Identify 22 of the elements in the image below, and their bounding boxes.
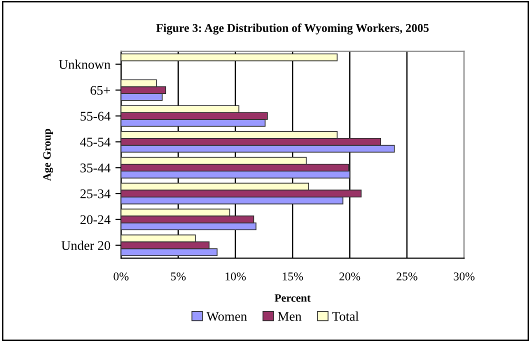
x-axis-title: Percent bbox=[274, 294, 311, 302]
x-tick-label: 15% bbox=[282, 272, 303, 280]
x-tick-label: 0% bbox=[114, 272, 129, 280]
x-tick-label: 10% bbox=[226, 272, 246, 280]
legend-label: Women bbox=[206, 312, 247, 321]
y-tick-label: 35-44 bbox=[80, 164, 110, 172]
y-tick-label: Under 20 bbox=[61, 240, 110, 250]
y-tick-label: Unknown bbox=[58, 60, 110, 69]
y-tick-label: 25-34 bbox=[80, 189, 110, 198]
y-tick-label: 65+ bbox=[90, 86, 110, 95]
x-tick-label: 30% bbox=[454, 272, 475, 280]
y-tick-label: 45-54 bbox=[80, 138, 110, 147]
y-tick-label: 55-64 bbox=[80, 112, 110, 121]
legend-label: Total bbox=[332, 312, 359, 321]
legend-label: Men bbox=[278, 312, 302, 321]
x-tick-label: 20% bbox=[339, 272, 360, 280]
x-tick-label: 5% bbox=[171, 272, 186, 280]
chart-title: Figure 3: Age Distribution of Wyoming Workers, 2005 bbox=[156, 24, 429, 34]
bar bbox=[121, 53, 338, 62]
y-axis-title: Age Group bbox=[43, 128, 54, 181]
y-tick-label: 20-24 bbox=[80, 215, 110, 224]
x-tick-label: 25% bbox=[396, 272, 418, 280]
